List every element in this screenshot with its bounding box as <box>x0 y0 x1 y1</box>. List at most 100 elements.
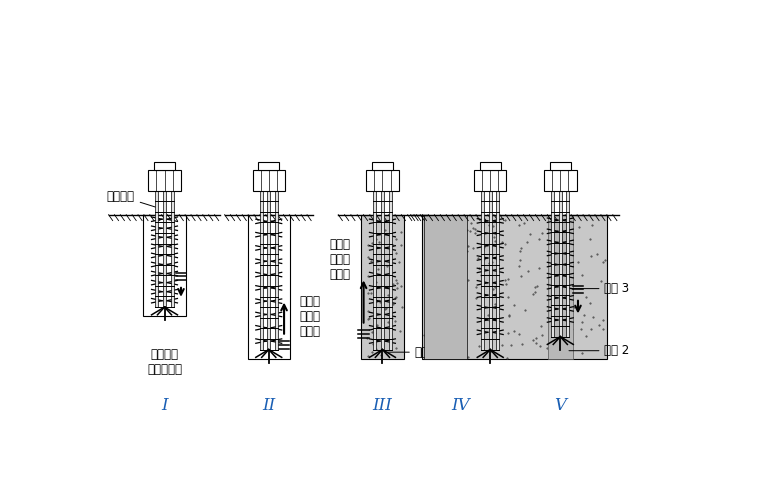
Point <box>559 237 571 245</box>
Point <box>534 342 546 349</box>
Point <box>434 265 446 273</box>
Point <box>515 272 527 280</box>
Point <box>502 329 514 336</box>
Bar <box>544 170 577 191</box>
Point <box>365 289 377 297</box>
Point <box>379 306 391 313</box>
Point <box>584 300 596 307</box>
Text: 水泥浆液
由钻头喷出: 水泥浆液 由钻头喷出 <box>147 348 182 376</box>
Point <box>483 312 495 319</box>
Point <box>552 334 564 341</box>
Bar <box>148 170 181 191</box>
Point <box>512 330 524 338</box>
Point <box>442 270 454 278</box>
Bar <box>252 170 285 191</box>
Point <box>594 321 606 328</box>
Point <box>489 233 501 241</box>
Point <box>585 252 597 260</box>
Point <box>393 258 405 265</box>
Point <box>531 283 543 290</box>
Point <box>432 297 445 304</box>
Bar <box>155 191 158 307</box>
Bar <box>388 191 391 349</box>
Point <box>515 244 527 252</box>
Point <box>467 225 479 232</box>
Point <box>500 280 512 288</box>
Point <box>496 239 508 246</box>
Point <box>535 322 547 330</box>
Point <box>477 219 489 227</box>
Point <box>470 294 483 302</box>
Point <box>503 312 515 319</box>
Point <box>430 312 442 320</box>
Bar <box>548 215 573 359</box>
Point <box>462 242 474 250</box>
Point <box>483 259 495 267</box>
Text: 顺序一: 顺序一 <box>388 346 435 359</box>
Point <box>487 222 499 230</box>
Point <box>524 230 537 238</box>
Point <box>499 276 511 283</box>
Point <box>451 295 463 302</box>
Point <box>473 342 485 350</box>
Point <box>475 271 487 279</box>
Point <box>521 239 533 246</box>
Point <box>455 293 467 301</box>
Bar <box>481 191 484 349</box>
Point <box>435 317 448 325</box>
Point <box>430 243 442 251</box>
Point <box>576 349 588 357</box>
Point <box>499 240 511 248</box>
Text: I: I <box>161 396 168 414</box>
Point <box>420 251 432 259</box>
Point <box>546 228 558 236</box>
Point <box>394 327 406 335</box>
Point <box>568 303 580 311</box>
Point <box>382 291 394 299</box>
Point <box>369 288 381 296</box>
Point <box>434 277 446 285</box>
Point <box>580 293 592 301</box>
Point <box>581 332 593 339</box>
Point <box>449 324 461 331</box>
Point <box>489 237 501 245</box>
Bar <box>423 215 607 359</box>
Point <box>527 336 540 344</box>
Point <box>430 245 442 252</box>
Point <box>461 353 473 361</box>
Point <box>370 278 382 286</box>
Point <box>572 258 584 266</box>
Point <box>362 315 374 323</box>
Point <box>544 312 556 320</box>
Point <box>384 231 396 239</box>
Point <box>363 314 375 322</box>
Point <box>390 345 402 352</box>
Point <box>363 272 375 279</box>
Point <box>445 259 458 266</box>
Point <box>564 239 576 246</box>
Bar <box>551 191 554 336</box>
Point <box>439 217 451 225</box>
Point <box>379 227 391 234</box>
Point <box>428 220 440 228</box>
Point <box>451 301 463 309</box>
Point <box>389 276 401 284</box>
Bar <box>480 162 501 170</box>
Point <box>544 264 556 271</box>
Point <box>451 350 463 358</box>
Point <box>375 351 387 359</box>
Bar <box>275 191 278 349</box>
Point <box>391 279 403 287</box>
Point <box>584 235 596 242</box>
Point <box>451 347 464 354</box>
Bar <box>258 162 279 170</box>
Bar <box>566 191 569 336</box>
Point <box>366 328 378 336</box>
Point <box>440 292 452 300</box>
Point <box>448 254 461 262</box>
Text: IV: IV <box>451 396 470 414</box>
Point <box>559 246 571 253</box>
Bar <box>373 191 376 349</box>
Point <box>390 235 402 243</box>
Point <box>418 331 430 339</box>
